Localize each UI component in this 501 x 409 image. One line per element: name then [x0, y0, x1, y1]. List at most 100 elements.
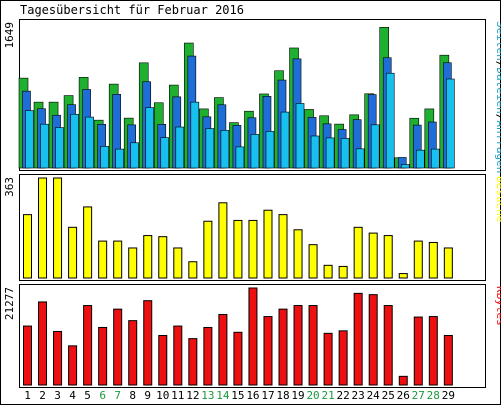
- x-tick-label-day-4: 4: [69, 389, 76, 402]
- x-tick-label-day-12: 12: [186, 389, 199, 402]
- bar-besuche-day-28: [428, 241, 438, 279]
- x-tick-label-day-18: 18: [276, 389, 289, 402]
- bar-kbytes-day-28: [428, 316, 438, 386]
- bar-kbytes-day-3: [53, 330, 63, 386]
- x-tick-label-day-20: 20: [306, 389, 319, 402]
- bar-kbytes-day-4: [68, 345, 78, 386]
- bar-kbytes-day-21: [323, 332, 333, 386]
- legend-traffic: Seiten/Dateien/Anfragen: [494, 21, 501, 173]
- bar-seiten-day-5: [85, 116, 94, 169]
- bar-kbytes-day-14: [218, 313, 228, 386]
- bar-besuche-day-14: [218, 202, 228, 279]
- bar-besuche-day-17: [263, 209, 273, 279]
- bar-besuche-day-6: [98, 240, 108, 279]
- x-axis-day-labels: 1 2 3 4 5 6 7 8 9 10 11 12 13 14 15 16 17 18 19 20 21 22 23 24 2…: [24, 389, 455, 402]
- bar-seiten-day-24: [370, 124, 380, 169]
- x-tick-label-day-13: 13: [201, 389, 214, 402]
- bar-kbytes-day-7: [113, 308, 123, 386]
- bar-kbytes-day-17: [263, 316, 273, 386]
- bar-seiten-day-7: [115, 148, 124, 169]
- bar-besuche-day-11: [173, 247, 183, 279]
- bar-kbytes-day-10: [158, 334, 168, 386]
- bar-seiten-day-17: [265, 131, 275, 169]
- x-tick-label-day-22: 22: [337, 389, 350, 402]
- x-tick-label-day-24: 24: [367, 389, 381, 402]
- bar-besuche-day-25: [383, 235, 393, 279]
- bar-kbytes-day-20: [308, 305, 318, 386]
- x-tick-label-day-6: 6: [99, 389, 106, 402]
- bar-seiten-day-22: [340, 138, 350, 169]
- legend-entry-kbytes: KBytes: [494, 286, 501, 326]
- bar-kbytes-day-26: [398, 375, 408, 386]
- x-tick-label-day-7: 7: [114, 389, 121, 402]
- bar-besuche-day-19: [293, 229, 303, 279]
- bar-besuche-day-21: [323, 264, 333, 279]
- bar-besuche-day-3: [53, 177, 63, 279]
- x-tick-label-day-14: 14: [216, 389, 230, 402]
- bar-besuche-day-18: [278, 214, 288, 279]
- x-tick-label-day-28: 28: [427, 389, 440, 402]
- bar-besuche-day-1: [23, 214, 32, 279]
- bar-besuche-day-8: [128, 247, 138, 279]
- bar-seiten-day-21: [325, 137, 335, 169]
- bar-kbytes-day-29: [443, 334, 453, 386]
- bar-kbytes-day-25: [383, 305, 393, 386]
- x-tick-label-day-27: 27: [412, 389, 425, 402]
- bar-seiten-day-4: [70, 113, 79, 169]
- legend-bytes: KBytes: [494, 286, 501, 326]
- bar-seiten-day-10: [160, 137, 170, 169]
- bar-seiten-day-26: [400, 164, 410, 169]
- legend-entry-anfragen: Anfragen: [494, 120, 501, 173]
- bar-besuche-day-4: [68, 226, 78, 279]
- bar-seiten-day-23: [355, 148, 365, 169]
- bar-seiten-day-18: [280, 111, 290, 169]
- bar-seiten-day-29: [446, 78, 455, 169]
- bar-besuche-day-26: [398, 273, 408, 279]
- bar-besuche-day-20: [308, 244, 318, 279]
- legend-visits: Besuche: [494, 176, 501, 222]
- bar-besuche-day-24: [368, 232, 378, 279]
- x-tick-label-day-25: 25: [382, 389, 395, 402]
- x-tick-label-day-1: 1: [24, 389, 31, 402]
- bar-besuche-day-12: [188, 261, 198, 279]
- bar-kbytes-day-22: [338, 330, 348, 386]
- x-tick-label-day-29: 29: [442, 389, 455, 402]
- panel-frame-bytes: [19, 284, 486, 388]
- bar-seiten-day-2: [40, 123, 49, 169]
- bar-kbytes-day-9: [143, 300, 153, 386]
- bar-besuche-day-22: [338, 265, 348, 279]
- bar-besuche-day-16: [248, 219, 258, 279]
- bar-kbytes-day-1: [23, 325, 32, 386]
- bar-kbytes-day-5: [83, 305, 93, 386]
- bar-kbytes-day-18: [278, 308, 288, 386]
- bar-besuche-day-23: [353, 226, 363, 279]
- bar-kbytes-day-23: [353, 292, 363, 386]
- legend-entry-seiten: Seiten: [494, 21, 501, 61]
- legend-separator: /: [494, 114, 501, 121]
- chart-title: Tagesübersicht für Februar 2016: [20, 3, 244, 17]
- bar-kbytes-day-16: [248, 287, 258, 386]
- bar-seiten-day-28: [431, 148, 440, 169]
- x-tick-label-day-23: 23: [352, 389, 365, 402]
- bar-seiten-day-16: [250, 134, 260, 169]
- x-tick-label-day-17: 17: [261, 389, 274, 402]
- x-tick-label-day-8: 8: [129, 389, 136, 402]
- x-tick-label-day-19: 19: [291, 389, 304, 402]
- bar-kbytes-day-6: [98, 326, 108, 386]
- x-tick-label-day-9: 9: [144, 389, 151, 402]
- chart-panel-visits: 363 Besuche: [3, 174, 501, 281]
- bar-seiten-day-3: [55, 127, 64, 169]
- x-tick-label-day-2: 2: [39, 389, 46, 402]
- bar-besuche-day-15: [233, 219, 243, 279]
- bar-kbytes-day-11: [173, 325, 183, 386]
- x-tick-label-day-10: 10: [156, 389, 169, 402]
- bar-seiten-day-8: [130, 142, 140, 169]
- bar-seiten-day-6: [100, 146, 109, 169]
- x-tick-label-day-26: 26: [397, 389, 410, 402]
- bar-seiten-day-25: [385, 72, 395, 169]
- x-tick-label-day-3: 3: [54, 389, 61, 402]
- bar-besuche-day-5: [83, 206, 93, 279]
- bar-seiten-day-11: [175, 126, 185, 169]
